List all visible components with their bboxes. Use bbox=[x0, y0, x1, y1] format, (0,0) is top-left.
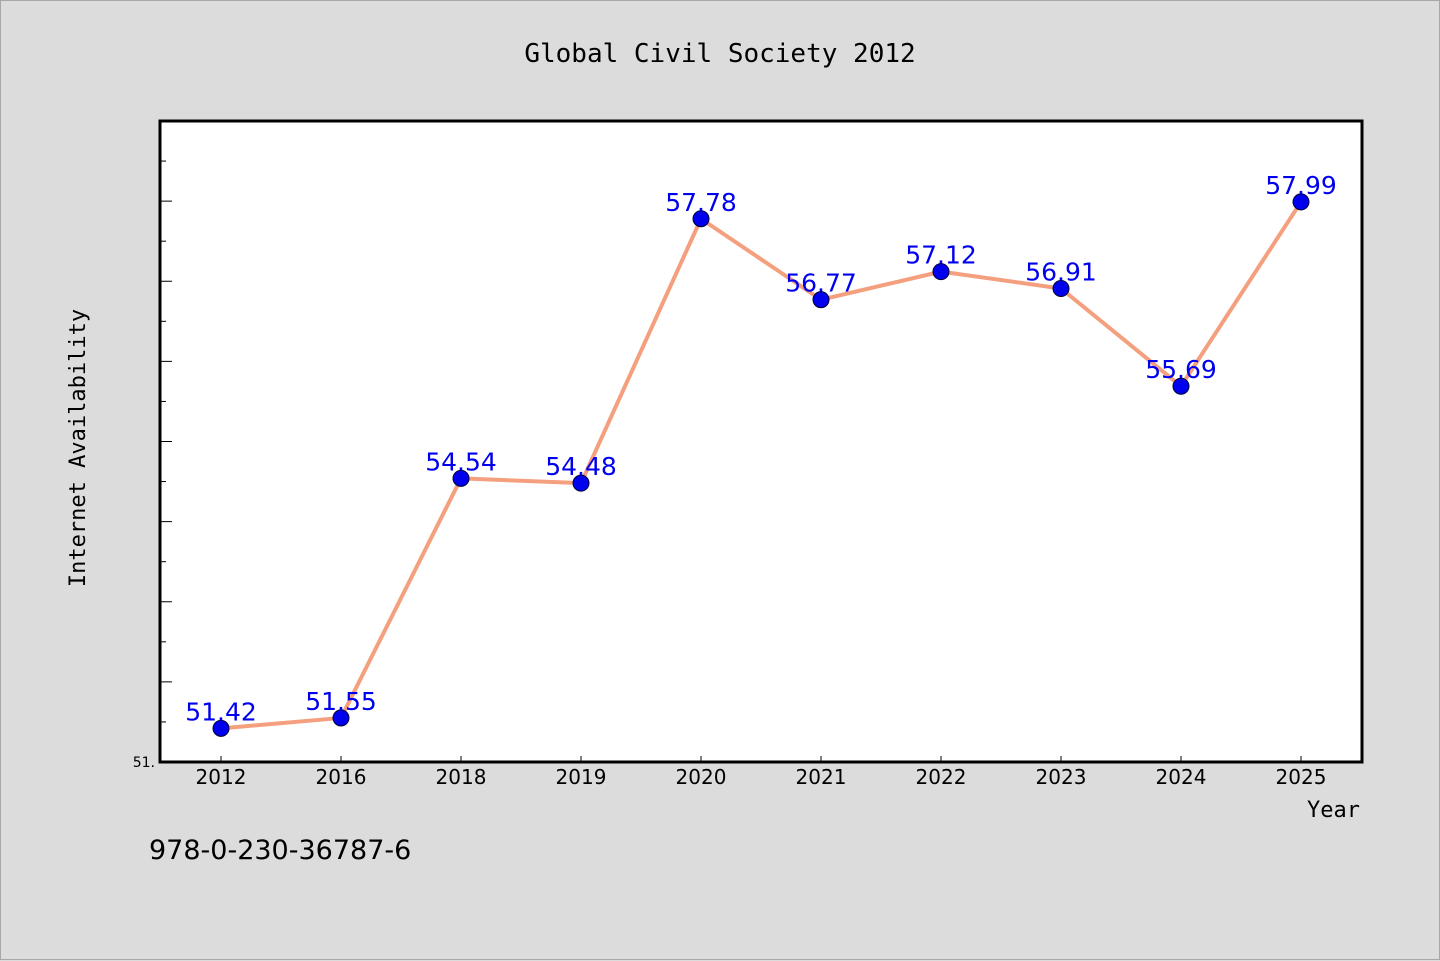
x-axis-tick-labels: 2012 2016 2018 2019 2020 2021 2022 2023 2024 2025 bbox=[196, 765, 1327, 789]
plot-area bbox=[158, 119, 1364, 764]
data-label-2020: 57.78 bbox=[665, 188, 737, 217]
x-tick-label-2012: 2012 bbox=[196, 765, 247, 789]
x-tick-label-2024: 2024 bbox=[1156, 765, 1207, 789]
data-point-2022 bbox=[932, 263, 950, 281]
y-axis-label: Internet Availability bbox=[66, 309, 91, 587]
data-point-2018 bbox=[452, 469, 470, 487]
data-label-2018: 54.54 bbox=[425, 447, 497, 476]
data-point-2012 bbox=[212, 719, 230, 737]
data-label-2024: 55.69 bbox=[1145, 355, 1217, 384]
data-point-2019 bbox=[572, 474, 590, 492]
data-label-2022: 57.12 bbox=[905, 241, 977, 270]
data-label-2023: 56.91 bbox=[1025, 257, 1097, 286]
data-markers bbox=[212, 193, 1310, 737]
x-tick-label-2016: 2016 bbox=[316, 765, 367, 789]
x-tick-label-2019: 2019 bbox=[556, 765, 607, 789]
y-axis-ticks bbox=[160, 160, 172, 723]
x-tick-label-2021: 2021 bbox=[796, 765, 847, 789]
data-point-2020 bbox=[692, 210, 710, 228]
x-tick-label-2020: 2020 bbox=[676, 765, 727, 789]
chart-title: Global Civil Society 2012 bbox=[524, 39, 915, 69]
x-axis-label: Year bbox=[1307, 798, 1360, 823]
x-axis-ticks bbox=[220, 756, 1302, 762]
series-line bbox=[220, 200, 1303, 731]
data-point-2016 bbox=[332, 709, 350, 727]
x-tick-label-2023: 2023 bbox=[1036, 765, 1087, 789]
data-point-2023 bbox=[1052, 279, 1070, 297]
data-labels: 51.42 51.55 54.54 54.48 57.78 56.77 57.12 56.91… bbox=[185, 171, 1337, 726]
isbn-code: 978-0-230-36787-6 bbox=[149, 835, 412, 866]
x-tick-label-2018: 2018 bbox=[436, 765, 487, 789]
data-label-2021: 56.77 bbox=[785, 269, 857, 298]
data-label-2019: 54.48 bbox=[545, 452, 617, 481]
x-tick-label-2025: 2025 bbox=[1276, 765, 1327, 789]
data-label-2016: 51.55 bbox=[305, 687, 377, 716]
y-min-tick-label: 51. bbox=[133, 755, 155, 771]
data-label-2025: 57.99 bbox=[1265, 171, 1337, 200]
data-label-2012: 51.42 bbox=[185, 697, 257, 726]
data-point-2021 bbox=[812, 291, 830, 309]
data-point-2024 bbox=[1172, 377, 1190, 395]
data-point-2025 bbox=[1292, 193, 1310, 211]
x-tick-label-2022: 2022 bbox=[916, 765, 967, 789]
